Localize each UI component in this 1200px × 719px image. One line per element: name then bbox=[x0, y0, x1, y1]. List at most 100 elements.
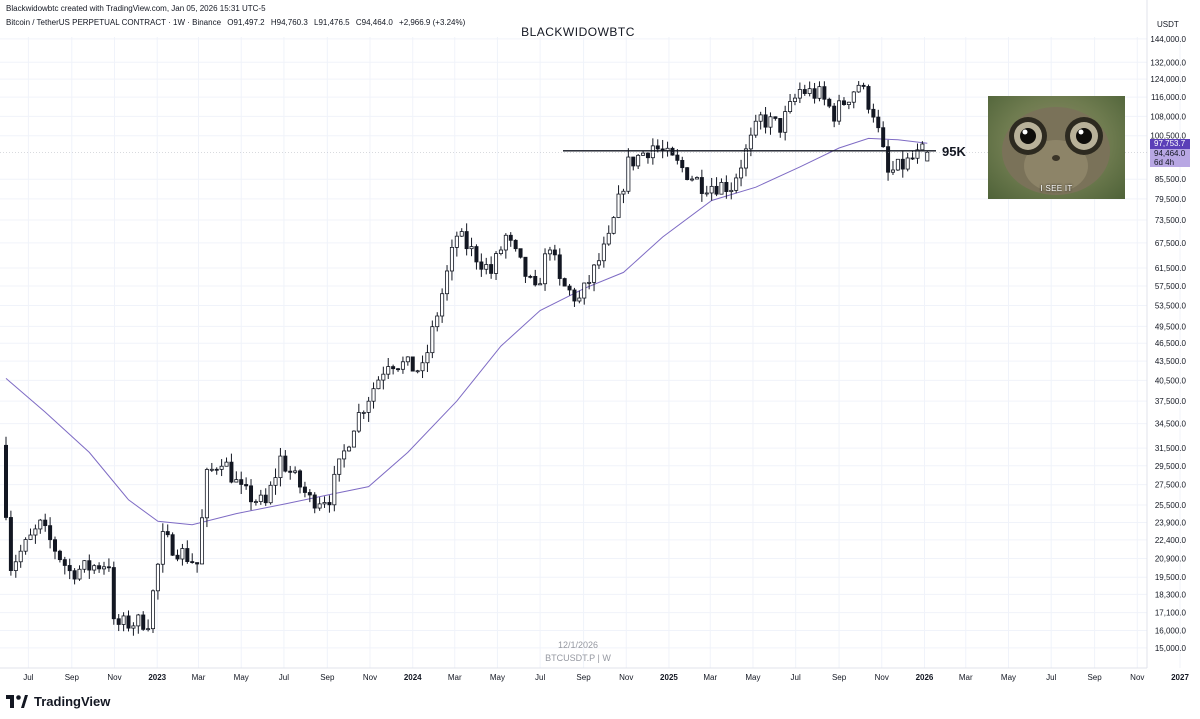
candle-down bbox=[263, 494, 268, 504]
time-tick-label: Mar bbox=[448, 673, 462, 682]
candle-up bbox=[405, 356, 410, 363]
candle-down bbox=[302, 486, 307, 493]
candle-down bbox=[670, 147, 675, 156]
candle-down bbox=[513, 239, 518, 250]
candle-up bbox=[204, 469, 209, 519]
watermark-date: 12/1/2026 bbox=[557, 640, 599, 650]
candle-up bbox=[621, 190, 626, 195]
chart-watermark: 12/1/2026 BTCUSDT.P | W bbox=[0, 639, 1156, 665]
candle-up bbox=[469, 246, 474, 250]
attribution-text: Blackwidowbtc created with TradingView.c… bbox=[6, 4, 266, 13]
candle-up bbox=[445, 270, 450, 295]
candle-up bbox=[415, 370, 420, 373]
candle-down bbox=[391, 366, 396, 370]
tradingview-logo[interactable]: TradingView bbox=[6, 694, 110, 709]
candle-down bbox=[396, 368, 401, 371]
time-tick-label: Sep bbox=[832, 673, 847, 682]
price-tick-label: 29,500.0 bbox=[1155, 462, 1187, 471]
candle-up bbox=[905, 157, 910, 170]
candle-down bbox=[724, 181, 729, 192]
candle-up bbox=[582, 282, 587, 299]
candle-up bbox=[459, 231, 464, 237]
candle-up bbox=[18, 550, 23, 563]
candle-up bbox=[709, 185, 714, 194]
candle-down bbox=[190, 561, 195, 563]
time-axis: Jul Sep Nov 2023 Mar May Jul Sep Nov 2024 Mar May Ju… bbox=[23, 673, 1189, 682]
price-tick-label: 27,500.0 bbox=[1155, 481, 1187, 490]
candle-up bbox=[543, 253, 548, 285]
candle-up bbox=[435, 315, 440, 328]
candle-up bbox=[77, 568, 82, 580]
price-tick-label: 37,500.0 bbox=[1155, 397, 1187, 406]
candle-up bbox=[136, 614, 141, 627]
candle-up bbox=[592, 264, 597, 283]
candle-down bbox=[97, 565, 102, 570]
candle-down bbox=[410, 356, 415, 372]
candle-up bbox=[351, 430, 356, 448]
price-tick-label: 23,900.0 bbox=[1155, 518, 1187, 527]
bar-countdown: 6d 4h bbox=[1154, 158, 1175, 167]
candle-down bbox=[62, 559, 67, 566]
price-tick-label: 132,000.0 bbox=[1150, 58, 1186, 67]
time-tick-label: Jul bbox=[23, 673, 33, 682]
grid-lines bbox=[0, 0, 1181, 669]
candle-up bbox=[121, 615, 126, 625]
time-tick-label: Sep bbox=[320, 673, 335, 682]
candle-up bbox=[690, 178, 695, 181]
symbol-legend[interactable]: Bitcoin / TetherUS PERPETUAL CONTRACT · … bbox=[6, 18, 469, 27]
candle-up bbox=[734, 177, 739, 191]
time-tick-label: Mar bbox=[959, 673, 973, 682]
candle-up bbox=[155, 563, 160, 592]
candle-down bbox=[106, 566, 111, 569]
candle-up bbox=[425, 352, 430, 364]
time-tick-label: Nov bbox=[875, 673, 889, 682]
symbol-name[interactable]: Bitcoin / TetherUS PERPETUAL CONTRACT · … bbox=[6, 18, 222, 27]
price-tick-label: 116,000.0 bbox=[1151, 93, 1187, 102]
candle-up bbox=[268, 484, 273, 504]
candle-up bbox=[376, 379, 381, 390]
candle-down bbox=[832, 105, 837, 122]
candle-down bbox=[307, 492, 312, 496]
candle-up bbox=[371, 388, 376, 402]
candle-down bbox=[53, 539, 58, 552]
candle-down bbox=[871, 108, 876, 118]
time-tick-label: May bbox=[745, 673, 760, 682]
time-tick-label: Jul bbox=[791, 673, 801, 682]
candle-up bbox=[817, 86, 822, 99]
candle-down bbox=[645, 152, 650, 159]
candle-up bbox=[788, 101, 793, 113]
candle-down bbox=[214, 468, 219, 471]
horizontal-line: 95K bbox=[0, 144, 1147, 159]
candle-up bbox=[503, 234, 508, 251]
candle-up bbox=[92, 565, 97, 571]
time-tick-label: Nov bbox=[363, 673, 377, 682]
candle-down bbox=[170, 534, 175, 556]
candle-up bbox=[160, 531, 165, 565]
candle-down bbox=[244, 484, 249, 487]
candle-down bbox=[116, 618, 121, 625]
candle-down bbox=[229, 461, 234, 483]
candle-down bbox=[773, 116, 778, 119]
candle-up bbox=[449, 246, 454, 272]
candle-down bbox=[631, 156, 636, 167]
candle-up bbox=[420, 362, 425, 372]
candle-up bbox=[920, 143, 925, 151]
time-tick-label: Nov bbox=[619, 673, 633, 682]
chart-title: BLACKWIDOWBTC bbox=[521, 25, 635, 39]
price-tick-label: 57,500.0 bbox=[1155, 282, 1187, 291]
candle-down bbox=[910, 157, 915, 160]
price-tick-label: 79,500.0 bbox=[1155, 195, 1187, 204]
candle-down bbox=[4, 444, 9, 518]
meme-caption: I SEE IT bbox=[1040, 184, 1073, 193]
candle-down bbox=[327, 502, 332, 506]
price-tick-label: 108,000.0 bbox=[1150, 112, 1186, 121]
price-tick-label: 46,500.0 bbox=[1155, 339, 1187, 348]
price-tick-label: 144,000.0 bbox=[1150, 35, 1186, 44]
candle-up bbox=[783, 111, 788, 133]
time-tick-label: 2023 bbox=[148, 673, 166, 682]
candle-up bbox=[400, 361, 405, 370]
candle-up bbox=[704, 192, 709, 195]
currency-label[interactable]: USDT bbox=[1157, 20, 1179, 29]
candle-up bbox=[587, 281, 592, 284]
